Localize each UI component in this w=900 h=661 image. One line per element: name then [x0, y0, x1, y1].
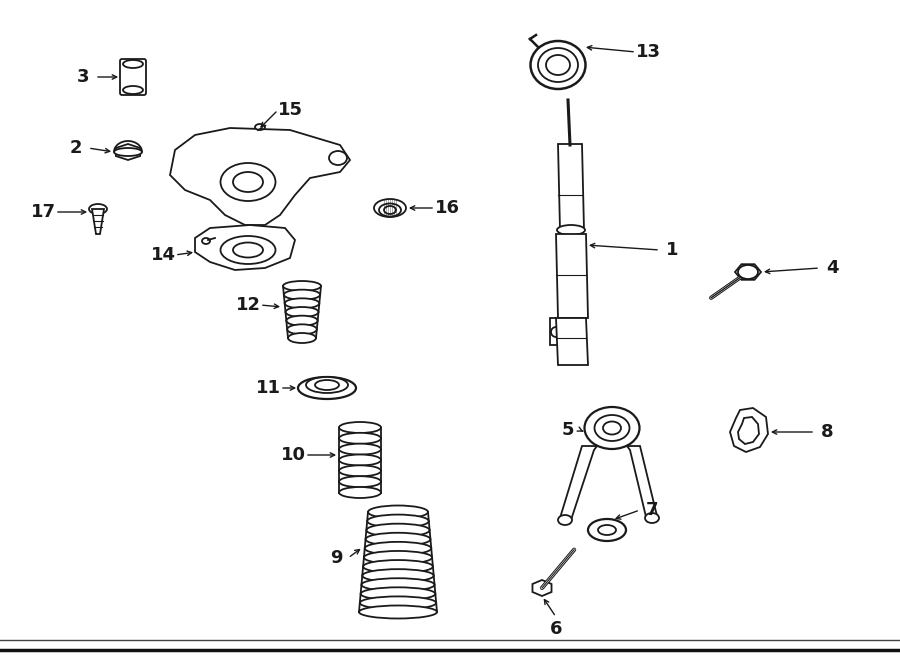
Ellipse shape — [288, 333, 316, 343]
Ellipse shape — [339, 476, 381, 487]
Text: 2: 2 — [70, 139, 82, 157]
Ellipse shape — [365, 533, 430, 546]
Ellipse shape — [285, 307, 319, 317]
Polygon shape — [730, 408, 768, 452]
Ellipse shape — [339, 465, 381, 477]
Ellipse shape — [363, 560, 433, 573]
Text: 6: 6 — [550, 620, 562, 638]
Polygon shape — [533, 580, 552, 596]
Ellipse shape — [588, 519, 626, 541]
Ellipse shape — [339, 487, 381, 498]
Ellipse shape — [286, 316, 318, 326]
Ellipse shape — [220, 163, 275, 201]
Ellipse shape — [233, 243, 263, 258]
Text: 5: 5 — [562, 421, 574, 439]
Ellipse shape — [367, 515, 428, 527]
Ellipse shape — [283, 281, 321, 291]
Polygon shape — [116, 144, 140, 160]
Ellipse shape — [538, 48, 578, 82]
Ellipse shape — [339, 444, 381, 455]
Ellipse shape — [363, 569, 434, 582]
Ellipse shape — [558, 515, 572, 525]
Ellipse shape — [595, 415, 629, 441]
Ellipse shape — [364, 551, 432, 564]
Ellipse shape — [374, 199, 406, 217]
Ellipse shape — [339, 433, 381, 444]
Ellipse shape — [557, 225, 585, 235]
Ellipse shape — [361, 588, 436, 600]
Ellipse shape — [368, 506, 428, 518]
Ellipse shape — [220, 236, 275, 264]
Ellipse shape — [364, 542, 431, 555]
Ellipse shape — [362, 578, 435, 591]
Text: 11: 11 — [256, 379, 281, 397]
Text: 1: 1 — [666, 241, 679, 259]
Polygon shape — [195, 225, 295, 270]
Ellipse shape — [114, 148, 142, 156]
Ellipse shape — [379, 204, 401, 217]
Polygon shape — [738, 417, 759, 444]
Ellipse shape — [233, 172, 263, 192]
Text: 12: 12 — [236, 296, 260, 314]
Ellipse shape — [123, 60, 143, 68]
Ellipse shape — [298, 377, 356, 399]
Polygon shape — [627, 446, 657, 521]
Ellipse shape — [284, 290, 320, 299]
Ellipse shape — [530, 41, 586, 89]
Ellipse shape — [738, 265, 758, 279]
Text: 17: 17 — [31, 203, 56, 221]
Polygon shape — [735, 264, 761, 280]
Ellipse shape — [598, 525, 616, 535]
Ellipse shape — [384, 206, 396, 214]
Ellipse shape — [89, 204, 107, 214]
Ellipse shape — [339, 455, 381, 465]
Ellipse shape — [359, 605, 437, 619]
Ellipse shape — [603, 422, 621, 434]
Ellipse shape — [202, 238, 210, 244]
Polygon shape — [550, 318, 562, 345]
Polygon shape — [556, 234, 588, 318]
Text: 3: 3 — [76, 68, 89, 86]
FancyBboxPatch shape — [120, 59, 146, 95]
Text: 15: 15 — [277, 101, 302, 119]
Polygon shape — [92, 209, 104, 234]
Text: 16: 16 — [435, 199, 460, 217]
Text: 4: 4 — [826, 259, 838, 277]
Ellipse shape — [306, 377, 348, 393]
Text: 14: 14 — [150, 246, 176, 264]
Polygon shape — [558, 144, 584, 230]
Ellipse shape — [584, 407, 640, 449]
Ellipse shape — [315, 380, 339, 390]
Ellipse shape — [546, 55, 570, 75]
Ellipse shape — [123, 86, 143, 94]
Ellipse shape — [255, 124, 265, 130]
Polygon shape — [556, 318, 588, 365]
Polygon shape — [560, 446, 597, 523]
Ellipse shape — [339, 422, 381, 433]
Text: 7: 7 — [646, 501, 658, 519]
Ellipse shape — [551, 327, 561, 337]
Ellipse shape — [284, 298, 319, 308]
Text: 13: 13 — [635, 43, 661, 61]
Ellipse shape — [645, 513, 659, 523]
Ellipse shape — [360, 596, 436, 609]
Ellipse shape — [329, 151, 347, 165]
Polygon shape — [170, 128, 350, 225]
Ellipse shape — [287, 325, 317, 334]
Text: 8: 8 — [821, 423, 833, 441]
Text: 9: 9 — [329, 549, 342, 567]
Ellipse shape — [366, 524, 429, 537]
Text: 10: 10 — [281, 446, 305, 464]
